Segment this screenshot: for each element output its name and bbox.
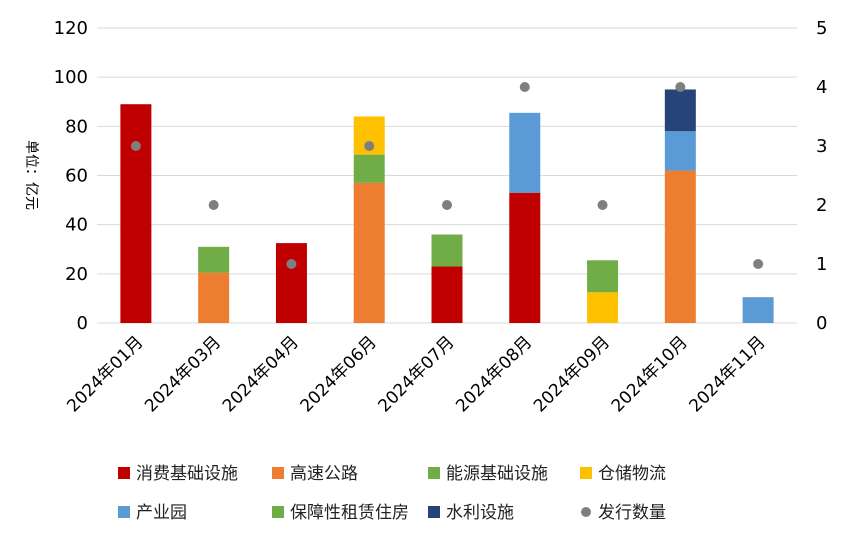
legend-label: 消费基础设施 xyxy=(136,464,238,484)
issuance-count-point xyxy=(675,82,686,92)
y2-tick-label: 2 xyxy=(816,195,827,216)
y2-tick-label: 3 xyxy=(816,136,827,157)
points-layer xyxy=(130,82,764,269)
y-tick-label: 100 xyxy=(54,67,88,88)
issuance-count-point xyxy=(519,82,530,92)
bar-segment xyxy=(198,246,230,273)
x-tick-label: 2024年09月 xyxy=(530,332,614,416)
x-axis-ticks: 2024年01月2024年03月2024年04月2024年06月2024年07月… xyxy=(63,332,769,416)
bar-segment xyxy=(587,260,619,293)
bar-segment xyxy=(431,234,463,267)
y-tick-label: 120 xyxy=(54,18,88,39)
legend-label: 产业园 xyxy=(136,503,187,523)
y-axis-unit-label: 单位：亿元 xyxy=(23,140,39,210)
legend-swatch xyxy=(581,507,591,517)
y-tick-label: 60 xyxy=(65,166,88,187)
bar-segment xyxy=(509,112,541,193)
y-tick-label: 20 xyxy=(65,264,88,285)
issuance-count-point xyxy=(364,141,375,151)
issuance-count-point xyxy=(286,259,297,269)
legend-swatch xyxy=(580,467,592,479)
legend-swatch xyxy=(272,506,284,518)
bar-segment xyxy=(664,89,696,132)
issuance-count-point xyxy=(208,200,219,210)
legend-label: 仓储物流 xyxy=(598,464,666,484)
bar-segment xyxy=(120,104,152,323)
x-tick-label: 2024年04月 xyxy=(219,332,303,416)
y2-tick-label: 4 xyxy=(816,77,827,98)
y2-tick-label: 1 xyxy=(816,254,827,275)
legend-label: 能源基础设施 xyxy=(446,464,548,484)
legend-label: 保障性租赁住房 xyxy=(290,503,409,523)
y2-tick-label: 5 xyxy=(816,18,827,39)
bars-layer xyxy=(120,89,774,323)
legend-swatch xyxy=(428,467,440,479)
x-tick-label: 2024年07月 xyxy=(374,332,458,416)
legend-swatch xyxy=(118,506,130,518)
legend-label: 高速公路 xyxy=(290,464,358,484)
left-axis-ticks: 0 20 40 60 80 100 120 xyxy=(54,18,88,334)
bar-segment xyxy=(431,266,463,323)
bar-segment xyxy=(509,192,541,323)
issuance-count-point xyxy=(442,200,452,210)
y-tick-label: 0 xyxy=(77,313,88,334)
legend-label: 发行数量 xyxy=(598,503,666,523)
right-axis-ticks: 0 1 2 3 4 5 xyxy=(816,18,827,334)
x-tick-label: 2024年08月 xyxy=(452,332,536,416)
x-tick-label: 2024年11月 xyxy=(686,332,770,416)
bar-segment xyxy=(198,272,230,323)
legend-swatch xyxy=(428,506,440,518)
bar-segment xyxy=(587,292,619,323)
bar-segment xyxy=(664,170,696,323)
x-tick-label: 2024年01月 xyxy=(63,332,147,416)
bar-segment xyxy=(664,131,696,171)
y-tick-label: 80 xyxy=(65,116,88,137)
y-tick-label: 40 xyxy=(65,215,88,236)
x-tick-label: 2024年10月 xyxy=(608,332,692,416)
bar-segment xyxy=(275,243,307,323)
bar-segment xyxy=(353,182,385,323)
bar-segment xyxy=(742,297,774,323)
issuance-count-point xyxy=(130,141,141,151)
x-tick-label: 2024年06月 xyxy=(297,332,381,416)
issuance-count-point xyxy=(597,200,608,210)
issuance-count-point xyxy=(753,259,764,269)
legend-swatch xyxy=(118,467,130,479)
x-tick-label: 2024年03月 xyxy=(141,332,225,416)
bar-segment xyxy=(353,154,385,183)
y2-tick-label: 0 xyxy=(816,313,827,334)
legend-swatch xyxy=(272,467,284,479)
legend-label: 水利设施 xyxy=(446,503,514,523)
